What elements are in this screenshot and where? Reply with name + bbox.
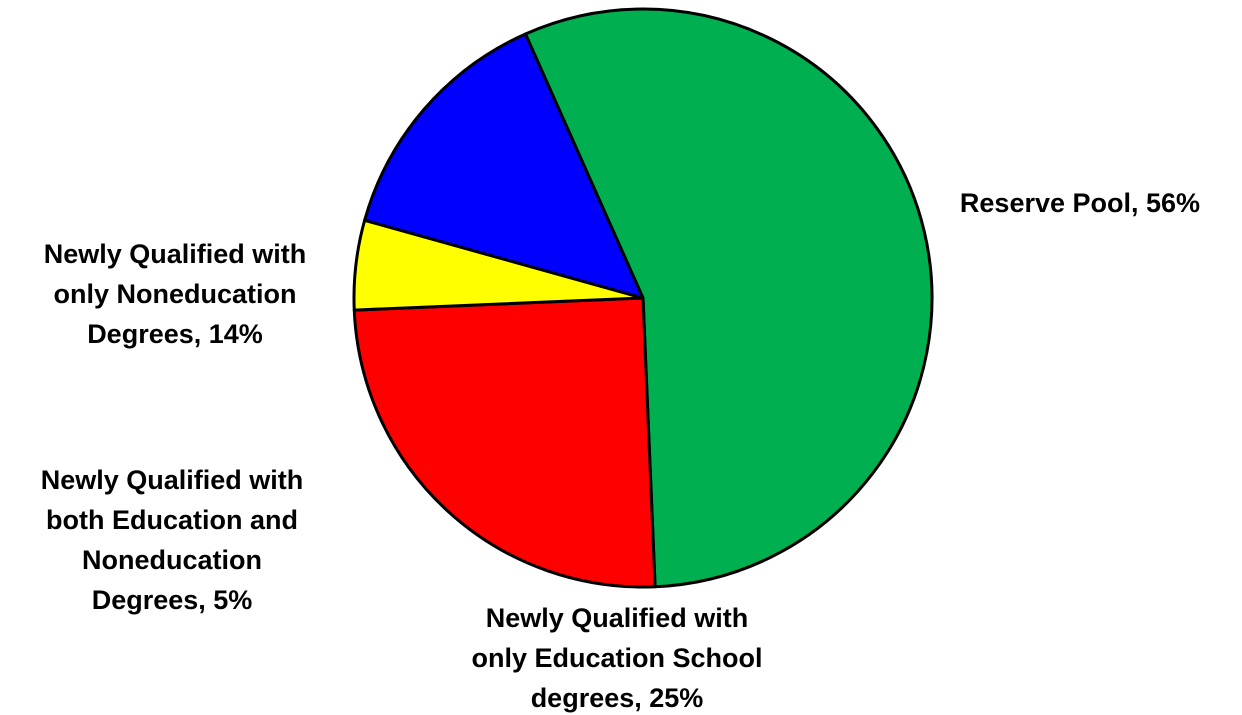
slice-label-line: both Education and — [46, 505, 298, 535]
pie-slice-4 — [363, 32, 645, 300]
slice-label-line: Degrees, 14% — [87, 319, 263, 349]
pie-slice-1 — [523, 7, 934, 589]
pie-labels: Reserve Pool, 56% Newly Qualified with onl… — [41, 188, 1200, 713]
slice-label-line: degrees, 25% — [531, 683, 704, 713]
pie-slice-2 — [352, 296, 657, 589]
slice-label-1: Reserve Pool, 56% — [960, 188, 1200, 218]
slice-label-line: only Education School — [471, 643, 762, 673]
slice-label-line: Newly Qualified with — [486, 603, 749, 633]
slice-label-line: Degrees, 5% — [92, 585, 253, 615]
slice-label-3: Newly Qualified with both Education and No… — [41, 465, 304, 615]
pie-slices — [352, 7, 934, 589]
slice-label-2: Newly Qualified with only Education Schoo… — [471, 603, 762, 713]
slice-label-4: Newly Qualified with only Noneducation Deg… — [44, 239, 307, 349]
slice-label-line: Newly Qualified with — [44, 239, 307, 269]
slice-label-line: only Noneducation — [54, 279, 297, 309]
slice-label-line: Newly Qualified with — [41, 465, 304, 495]
slice-label-line: Noneducation — [82, 545, 262, 575]
slice-label-line: Reserve Pool, 56% — [960, 188, 1200, 218]
